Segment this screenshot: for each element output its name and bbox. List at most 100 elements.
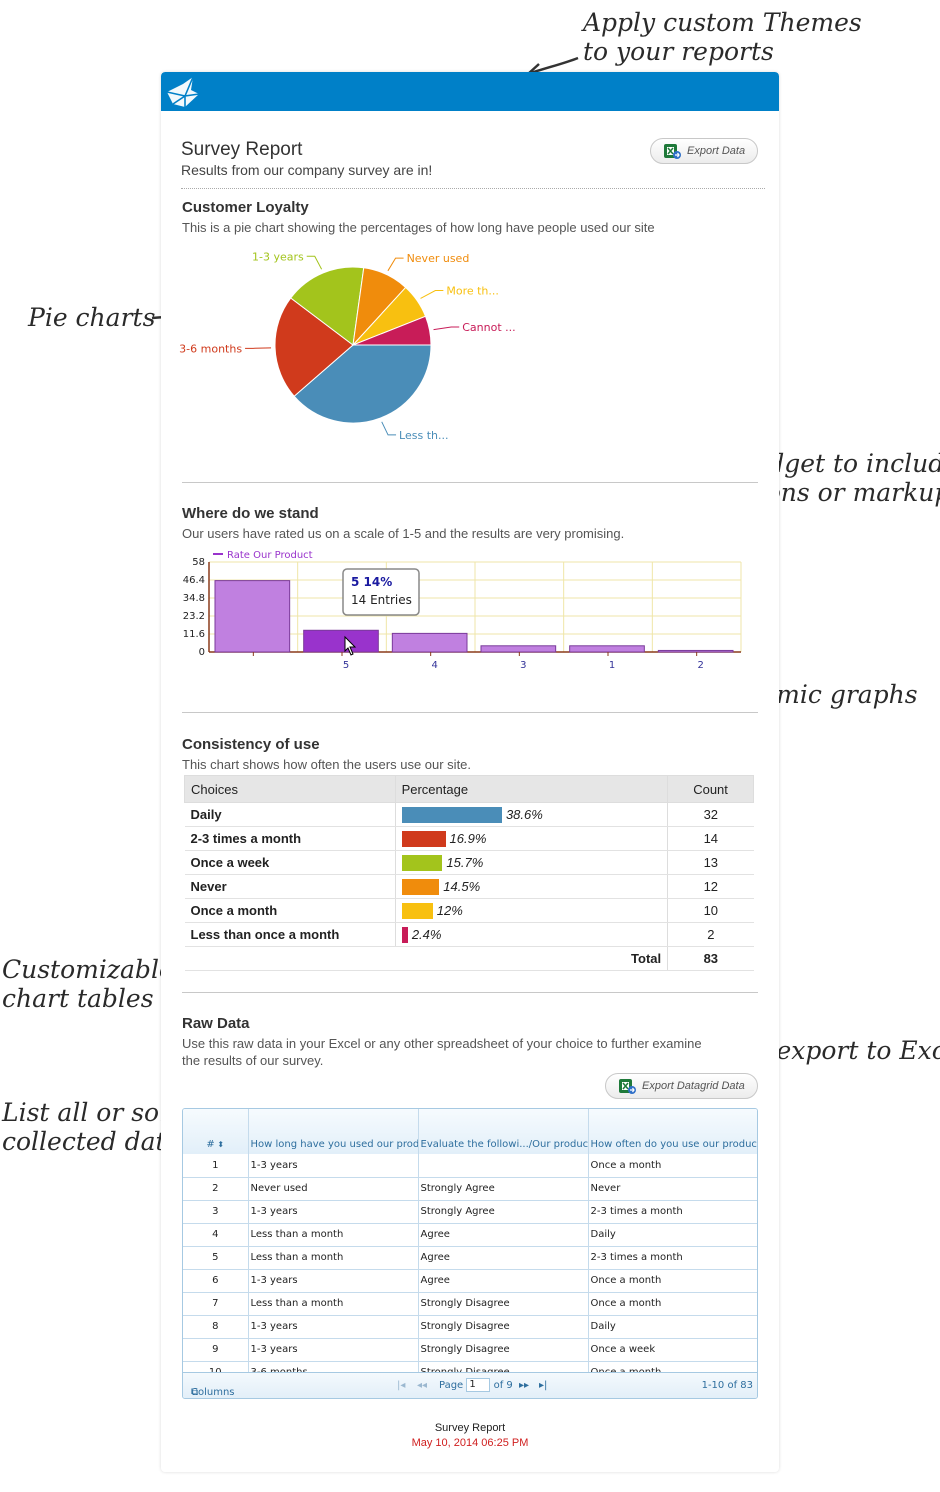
- annotation-tables-line1: Customizable: [2, 955, 174, 984]
- section-divider-1: [182, 482, 758, 483]
- bar-5[interactable]: [657, 649, 734, 653]
- grid-cell: Strongly Agree: [418, 1177, 589, 1201]
- grid-cell: 1-3 years: [248, 1269, 419, 1293]
- bar-0[interactable]: [214, 580, 291, 653]
- grid-pager: ⧉ Columns |◂ ◂◂ Page 1 of 9 ▸▸ ▸| 1-10 o…: [183, 1372, 757, 1398]
- excel-export-icon: [664, 144, 681, 159]
- x-tick-label: 1: [609, 660, 615, 671]
- next-page-icon[interactable]: ▸▸: [519, 1380, 530, 1391]
- grid-header-how-often[interactable]: How often do you use our product?: [588, 1109, 757, 1154]
- percentage-label: 38.6%: [505, 807, 543, 823]
- consistency-title: Consistency of use: [182, 736, 320, 753]
- grid-row[interactable]: 8 1-3 years Strongly Disagree Daily: [183, 1315, 757, 1339]
- grid-cell: 2-3 times a month: [588, 1200, 757, 1224]
- grid-row[interactable]: 5 Less than a month Agree 2-3 times a month: [183, 1246, 757, 1270]
- y-tick-label: 23.2: [183, 611, 205, 622]
- title-divider: [181, 188, 765, 189]
- pie-label-0: Less th...: [399, 429, 448, 442]
- grid-cell: Strongly Agree: [418, 1200, 589, 1224]
- choice-cell: Daily: [184, 802, 396, 827]
- page-indicator: Page 1 of 9: [439, 1378, 513, 1392]
- section-divider-2: [182, 712, 758, 713]
- prev-page-icon[interactable]: ◂◂: [417, 1380, 428, 1391]
- annotation-tables-line2: chart tables: [2, 984, 154, 1013]
- last-page-icon[interactable]: ▸|: [539, 1380, 548, 1391]
- pie-slice-1[interactable]: [274, 297, 354, 397]
- y-tick-label: 0: [199, 647, 205, 658]
- page-number-input[interactable]: 1: [466, 1378, 491, 1392]
- bar-1[interactable]: [303, 629, 379, 653]
- grid-cell: 3: [183, 1200, 249, 1224]
- grid-cell: Once a month: [588, 1154, 757, 1178]
- percentage-label: 14.5%: [443, 879, 481, 895]
- consistency-total-row: Total 83: [184, 946, 754, 971]
- grid-row[interactable]: 9 1-3 years Strongly Disagree Once a week: [183, 1338, 757, 1362]
- pie-label-2: 1-3 years: [252, 250, 304, 263]
- grid-cell: 7: [183, 1292, 249, 1316]
- annotation-themes: Apply custom Themes to your reports: [583, 8, 862, 66]
- pie-slice-2[interactable]: [290, 266, 365, 346]
- grid-cell: 1-3 years: [248, 1315, 419, 1339]
- y-tick-label: 58: [192, 557, 205, 568]
- bar-2[interactable]: [391, 632, 468, 653]
- grid-row[interactable]: 6 1-3 years Agree Once a month: [183, 1269, 757, 1293]
- y-tick-label: 34.8: [183, 593, 205, 604]
- export-data-label: Export Data: [687, 145, 746, 157]
- pie-slice-5[interactable]: [352, 315, 432, 346]
- count-header[interactable]: Count: [667, 775, 754, 803]
- export-datagrid-button[interactable]: Export Datagrid Data: [605, 1073, 758, 1099]
- total-label: Total: [184, 946, 669, 971]
- grid-cell: 2-3 times a month: [588, 1246, 757, 1270]
- footer-title: Survey Report: [434, 1422, 506, 1434]
- grid-header-evaluate[interactable]: Evaluate the followi.../Our product: [418, 1109, 589, 1154]
- raw-data-grid: # ⬍ How long have you used our product E…: [182, 1108, 758, 1399]
- grid-row[interactable]: 4 Less than a month Agree Daily: [183, 1223, 757, 1247]
- export-data-button[interactable]: Export Data: [650, 138, 758, 164]
- hand-cursor-icon: [344, 635, 357, 656]
- grid-cell: Once a week: [588, 1338, 757, 1362]
- y-tick-label: 11.6: [183, 629, 205, 640]
- percentage-cell: 2.4%: [395, 922, 669, 947]
- grid-row[interactable]: 3 1-3 years Strongly Agree 2-3 times a mont…: [183, 1200, 757, 1224]
- grid-cell: Daily: [588, 1315, 757, 1339]
- tooltip-line2: 14 Entries: [351, 593, 412, 607]
- grid-cell: Strongly Disagree: [418, 1315, 589, 1339]
- percentage-cell: 15.7%: [395, 850, 669, 875]
- first-page-icon[interactable]: |◂: [397, 1380, 406, 1391]
- count-cell: 2: [667, 922, 754, 947]
- grid-header-how-long[interactable]: How long have you used our product: [248, 1109, 419, 1154]
- grid-cell: 1-3 years: [248, 1200, 419, 1224]
- footer-date: May 10, 2014 06:25 PM: [411, 1437, 529, 1449]
- percentage-header[interactable]: Percentage: [394, 775, 669, 803]
- grid-cell: 9: [183, 1338, 249, 1362]
- grid-row[interactable]: 1 1-3 years Once a month: [183, 1154, 757, 1178]
- page-title: Survey Report: [181, 139, 303, 160]
- stand-title: Where do we stand: [182, 505, 319, 522]
- choice-cell: 2-3 times a month: [184, 826, 396, 851]
- percentage-label: 2.4%: [411, 927, 442, 943]
- percentage-label: 15.7%: [446, 855, 484, 871]
- x-tick-label: 2: [697, 660, 703, 671]
- bar-4[interactable]: [569, 645, 645, 653]
- bar-3[interactable]: [480, 645, 557, 653]
- consistency-table: Choices Percentage Count Daily 38.6% 32 2-3…: [184, 775, 754, 971]
- percentage-label: 12%: [436, 903, 463, 919]
- pie-leader-5: [433, 326, 460, 331]
- legend-label: Rate Our Product: [227, 550, 313, 561]
- pie-slice-0[interactable]: [293, 344, 432, 424]
- grid-row[interactable]: 7 Less than a month Strongly Disagree Once …: [183, 1292, 757, 1316]
- grid-cell: Daily: [588, 1223, 757, 1247]
- loyalty-title: Customer Loyalty: [182, 199, 309, 216]
- consistency-header-row: Choices Percentage Count: [184, 775, 754, 803]
- pie-chart: Less th... 3-6 months 1-3 years Never used M…: [179, 250, 515, 442]
- annotation-tables: Customizable chart tables: [2, 955, 174, 1013]
- grid-header-number[interactable]: # ⬍: [183, 1109, 249, 1154]
- percentage-cell: 38.6%: [395, 802, 669, 827]
- grid-cell: Agree: [418, 1223, 589, 1247]
- page-label: Page: [439, 1380, 464, 1391]
- choices-header[interactable]: Choices: [184, 775, 396, 803]
- grid-row[interactable]: 2 Never used Strongly Agree Never: [183, 1177, 757, 1201]
- x-tick-label: 3: [520, 660, 526, 671]
- grid-cell: Agree: [418, 1269, 589, 1293]
- percentage-cell: 16.9%: [395, 826, 669, 851]
